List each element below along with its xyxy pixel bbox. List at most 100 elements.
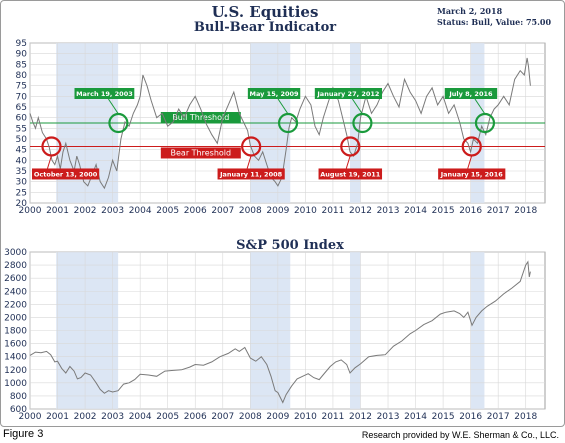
y-tick-label: 2400 bbox=[4, 287, 27, 297]
y-tick-label: 20 bbox=[16, 199, 28, 209]
x-tick-label: 2012 bbox=[349, 206, 372, 216]
callout-label: January 11, 2008 bbox=[219, 170, 282, 178]
callout-box bbox=[32, 168, 100, 180]
chart-title: U.S. Equities bbox=[212, 3, 319, 21]
callout-box bbox=[247, 88, 301, 99]
x-tick-label: 2013 bbox=[377, 206, 400, 216]
callout-box bbox=[314, 88, 383, 99]
x-tick-label: 2014 bbox=[404, 412, 427, 422]
y-tick-label: 85 bbox=[16, 60, 27, 70]
callout-label: March 19, 2003 bbox=[76, 90, 133, 98]
callout-label: July 8, 2016 bbox=[448, 90, 493, 98]
figure-caption: Figure 3 bbox=[3, 428, 44, 440]
y-tick-label: 60 bbox=[16, 114, 28, 124]
callout-label: August 19, 2011 bbox=[320, 170, 381, 178]
callout-label: January 15, 2016 bbox=[440, 170, 503, 178]
x-tick-label: 2018 bbox=[514, 412, 537, 422]
x-tick-label: 2002 bbox=[74, 206, 97, 216]
x-tick-label: 2006 bbox=[184, 412, 207, 422]
callout-leader bbox=[277, 98, 289, 115]
y-tick-label: 75 bbox=[16, 82, 27, 92]
x-tick-label: 2017 bbox=[487, 412, 510, 422]
x-tick-label: 2015 bbox=[432, 412, 455, 422]
y-tick-label: 600 bbox=[10, 405, 27, 415]
y-tick-label: 95 bbox=[16, 39, 27, 49]
callout-leader bbox=[246, 155, 252, 169]
x-tick-label: 2001 bbox=[46, 206, 69, 216]
chart-subtitle: Bull-Bear Indicator bbox=[194, 20, 336, 35]
x-tick-label: 2016 bbox=[459, 412, 482, 422]
x-tick-label: 2008 bbox=[239, 412, 262, 422]
x-tick-label: 2013 bbox=[377, 412, 400, 422]
x-tick-label: 2006 bbox=[184, 206, 207, 216]
x-tick-label: 2011 bbox=[321, 206, 344, 216]
sp500-chart: 600 800 1000 1200 1400 1600 1800 2000 2200 2400 26… bbox=[4, 248, 546, 422]
y-tick-label: 80 bbox=[16, 71, 28, 81]
x-tick-label: 2009 bbox=[266, 412, 289, 422]
x-tick-label: 2004 bbox=[129, 412, 152, 422]
y-tick-label: 2200 bbox=[4, 300, 27, 310]
x-tick-label: 2007 bbox=[211, 412, 234, 422]
status-text: Status: Bull, Value: 75.00 bbox=[437, 17, 551, 27]
credit-line: Research provided by W.E. Sherman & Co.,… bbox=[361, 430, 559, 440]
y-tick-label: 1200 bbox=[4, 366, 27, 376]
x-tick-label: 2000 bbox=[19, 206, 42, 216]
bull-threshold-label: Bull Threshold bbox=[172, 113, 229, 122]
x-tick-label: 2001 bbox=[46, 412, 69, 422]
callout-leader bbox=[474, 98, 486, 115]
y-tick-label: 800 bbox=[10, 392, 27, 402]
callout-box bbox=[74, 88, 135, 99]
callout-box bbox=[438, 168, 506, 180]
x-tick-label: 2018 bbox=[514, 206, 537, 216]
y-tick-label: 1400 bbox=[4, 353, 27, 363]
bear-threshold-box bbox=[160, 147, 241, 159]
x-tick-label: 2007 bbox=[211, 206, 234, 216]
x-tick-label: 2010 bbox=[294, 206, 317, 216]
x-tick-label: 2016 bbox=[459, 206, 482, 216]
callout-leader bbox=[345, 155, 351, 169]
callout-leader bbox=[107, 98, 119, 115]
y-tick-label: 1800 bbox=[4, 327, 27, 337]
x-tick-label: 2003 bbox=[101, 206, 124, 216]
y-tick-label: 90 bbox=[16, 50, 28, 60]
y-tick-label: 70 bbox=[16, 92, 28, 102]
x-tick-label: 2005 bbox=[156, 206, 179, 216]
y-tick-label: 1000 bbox=[4, 379, 27, 389]
sp500-title: S&P 500 Index bbox=[236, 238, 344, 253]
x-tick-label: 2009 bbox=[266, 206, 289, 216]
callout-leader bbox=[467, 155, 473, 169]
x-tick-label: 2014 bbox=[404, 206, 427, 216]
callout-box bbox=[444, 88, 498, 99]
y-tick-label: 2000 bbox=[4, 313, 27, 323]
y-tick-label: 25 bbox=[16, 188, 27, 198]
y-tick-label: 65 bbox=[16, 103, 27, 113]
series-line bbox=[29, 260, 531, 404]
x-tick-label: 2011 bbox=[321, 412, 344, 422]
x-tick-label: 2004 bbox=[129, 206, 152, 216]
y-tick-label: 30 bbox=[16, 178, 28, 188]
x-tick-label: 2005 bbox=[156, 412, 179, 422]
bull-threshold-box bbox=[160, 112, 241, 123]
callout-box bbox=[318, 168, 383, 180]
callout-leader bbox=[47, 155, 52, 169]
x-tick-label: 2017 bbox=[487, 206, 510, 216]
callout-leader bbox=[351, 98, 363, 115]
y-tick-label: 45 bbox=[16, 146, 27, 156]
x-tick-label: 2008 bbox=[239, 206, 262, 216]
status-date: March 2, 2018 bbox=[437, 6, 503, 16]
bear-threshold-label: Bear Threshold bbox=[171, 148, 232, 157]
x-tick-label: 2003 bbox=[101, 412, 124, 422]
callout-label: October 13, 2000 bbox=[34, 170, 98, 178]
callout-box bbox=[217, 168, 285, 180]
x-tick-label: 2000 bbox=[19, 412, 42, 422]
y-tick-label: 40 bbox=[16, 156, 28, 166]
y-tick-label: 3000 bbox=[4, 248, 27, 258]
x-tick-label: 2002 bbox=[74, 412, 97, 422]
y-tick-label: 2600 bbox=[4, 274, 27, 284]
x-tick-label: 2010 bbox=[294, 412, 317, 422]
y-tick-label: 1600 bbox=[4, 340, 27, 350]
x-tick-label: 2015 bbox=[432, 206, 455, 216]
callout-label: May 15, 2009 bbox=[250, 90, 300, 98]
y-tick-label: 55 bbox=[16, 124, 27, 134]
